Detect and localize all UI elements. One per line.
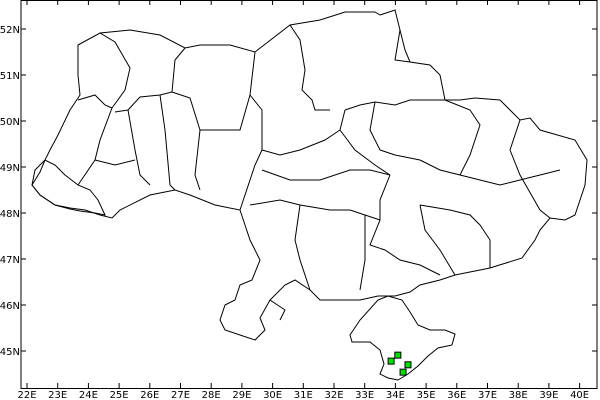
x-tick-label: 32E — [324, 390, 343, 400]
y-tick-label: 48N — [0, 209, 20, 220]
x-tick-label: 27E — [171, 390, 190, 400]
y-tick-label: 52N — [0, 25, 20, 36]
x-tick-label: 23E — [48, 390, 67, 400]
y-tick-label: 51N — [0, 71, 20, 82]
markers — [387, 351, 412, 376]
y-tick-label: 46N — [0, 301, 20, 312]
site-marker — [404, 361, 412, 369]
highlighted-region-zakarpattia — [31, 159, 106, 216]
x-tick-label: 38E — [509, 390, 528, 400]
site-marker — [387, 357, 395, 365]
x-tick-label: 28E — [202, 390, 221, 400]
y-axis-labels: 45N 46N 47N 48N 49N 50N 51N 52N — [0, 25, 20, 358]
map-frame — [20, 0, 598, 389]
ukraine-outline — [31, 9, 588, 341]
y-tick-label: 50N — [0, 117, 20, 128]
y-tick-label: 47N — [0, 255, 20, 266]
x-axis-labels: 22E 23E 24E 25E 26E 27E 28E 29E 30E 31E 32E 33E 34E 3… — [17, 390, 589, 400]
x-tick-label: 40E — [570, 390, 589, 400]
x-tick-label: 25E — [110, 390, 129, 400]
x-tick-label: 26E — [140, 390, 159, 400]
x-tick-label: 34E — [386, 390, 405, 400]
x-tick-label: 29E — [232, 390, 251, 400]
x-tick-label: 24E — [79, 390, 98, 400]
y-tick-label: 45N — [0, 347, 20, 358]
y-tick-label: 49N — [0, 163, 20, 174]
x-tick-label: 37E — [478, 390, 497, 400]
x-tick-label: 22E — [17, 390, 36, 400]
oblast-borders — [77, 24, 561, 321]
x-tick-label: 30E — [263, 390, 282, 400]
x-tick-label: 39E — [539, 390, 558, 400]
axis-ticks — [21, 0, 597, 388]
highlighted-region-crimea — [349, 295, 456, 381]
site-marker — [399, 368, 407, 376]
regions — [31, 9, 588, 381]
x-tick-label: 31E — [294, 390, 313, 400]
x-tick-label: 33E — [355, 390, 374, 400]
x-tick-label: 35E — [417, 390, 436, 400]
x-tick-label: 36E — [447, 390, 466, 400]
site-marker — [394, 351, 402, 359]
